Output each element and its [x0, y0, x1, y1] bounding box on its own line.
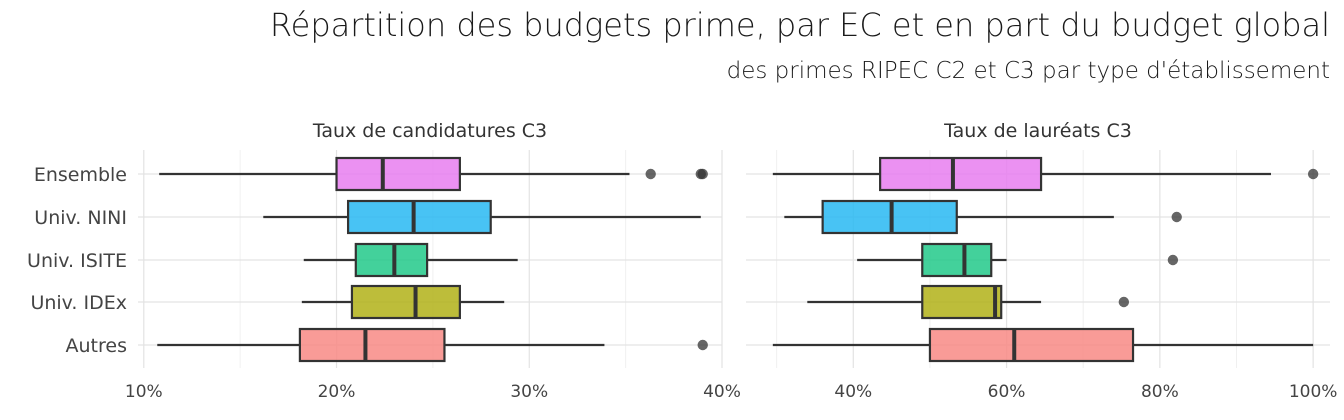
x-tick-label: 40% — [703, 382, 741, 402]
outlier-point — [1171, 211, 1182, 223]
box-iqr — [921, 284, 1003, 320]
chart-subtitle: des primes RIPEC C2 et C3 par type d'éta… — [726, 58, 1330, 84]
box-iqr — [928, 327, 1135, 363]
box-iqr — [335, 156, 461, 192]
chart-title: Répartition des budgets prime, par EC et… — [269, 6, 1330, 44]
facet-title: Taux de lauréats C3 — [943, 120, 1132, 142]
category-label: Univ. IDEx — [30, 292, 127, 314]
category-label: Ensemble — [34, 164, 127, 186]
box-iqr — [879, 156, 1043, 192]
category-label: Univ. ISITE — [27, 250, 127, 272]
outlier-point — [697, 168, 708, 180]
facet-title: Taux de candidatures C3 — [312, 120, 547, 142]
x-tick-label: 10% — [125, 382, 163, 402]
category-label: Autres — [66, 335, 127, 357]
outlier-point — [1307, 168, 1319, 180]
outlier-point — [645, 168, 656, 180]
x-tick-label: 60% — [988, 382, 1026, 402]
box-iqr — [921, 242, 993, 278]
box-iqr — [350, 284, 461, 320]
box-iqr — [354, 242, 429, 278]
box-iqr — [298, 327, 446, 363]
x-tick-label: 30% — [510, 382, 548, 402]
box-iqr — [346, 199, 492, 235]
outlier-point — [1167, 254, 1179, 266]
x-tick-label: 100% — [1289, 382, 1338, 402]
category-label: Univ. NINI — [34, 207, 127, 229]
x-tick-label: 80% — [1141, 382, 1179, 402]
outlier-point — [1118, 296, 1130, 308]
x-tick-label: 20% — [318, 382, 356, 402]
outlier-point — [697, 339, 708, 351]
x-tick-label: 40% — [834, 382, 872, 402]
